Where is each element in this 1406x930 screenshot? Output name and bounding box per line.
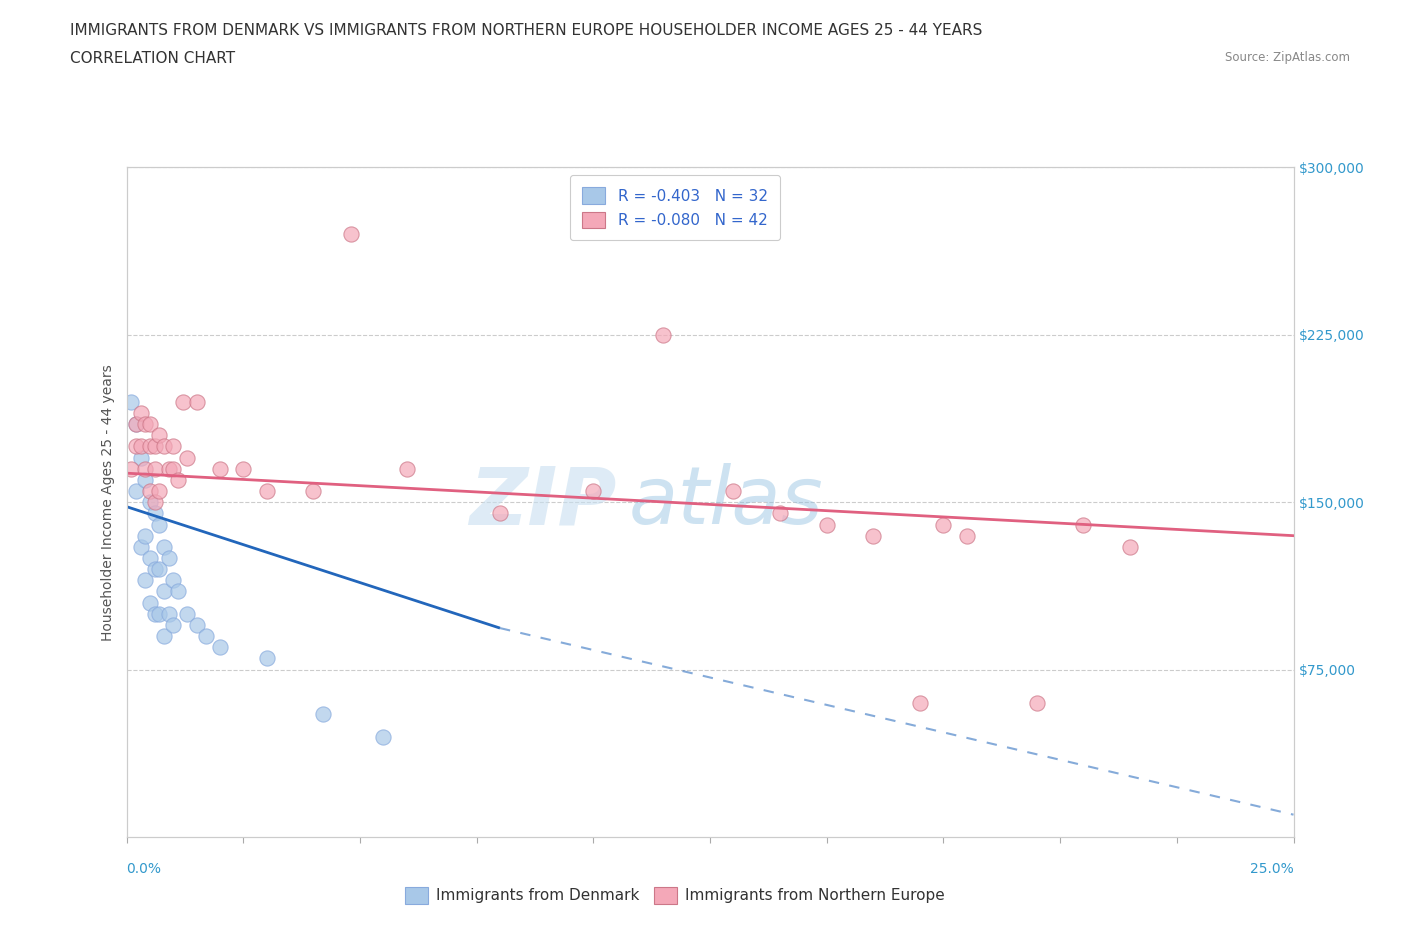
Point (143, 506, 166, 521)
Point (125, 417, 148, 432)
Point (956, 528, 979, 543)
Point (143, 606, 166, 621)
Point (1025, 696, 1047, 711)
Point (815, 517, 838, 532)
Point (256, 484, 278, 498)
Point (908, 696, 931, 711)
Point (932, 517, 955, 532)
Point (120, 461, 142, 476)
Point (723, 484, 745, 498)
Point (125, 417, 148, 432)
Point (176, 606, 198, 621)
Point (582, 484, 605, 498)
Point (167, 472, 190, 487)
Point (167, 584, 190, 599)
Point (395, 461, 418, 476)
Point (162, 618, 184, 632)
Point (157, 551, 180, 565)
Point (186, 394, 208, 409)
Legend: Immigrants from Denmark, Immigrants from Northern Europe: Immigrants from Denmark, Immigrants from… (399, 881, 950, 910)
Point (256, 651, 278, 666)
Point (129, 439, 152, 454)
Point (208, 640, 231, 655)
Point (1073, 517, 1095, 532)
Point (143, 562, 166, 577)
Point (153, 439, 176, 454)
Point (129, 405, 152, 420)
Point (373, 729, 395, 744)
Point (153, 539, 176, 554)
Point (143, 439, 166, 454)
Point (162, 573, 184, 588)
Point (652, 327, 675, 342)
Point (125, 439, 148, 454)
Point (120, 394, 142, 409)
Point (148, 484, 170, 498)
Point (134, 573, 156, 588)
Text: ZIP: ZIP (470, 463, 617, 541)
Point (134, 417, 156, 432)
Point (232, 461, 254, 476)
Point (148, 606, 170, 621)
Point (208, 461, 231, 476)
Point (148, 562, 170, 577)
Point (139, 484, 162, 498)
Point (157, 606, 180, 621)
Text: CORRELATION CHART: CORRELATION CHART (70, 51, 235, 66)
Point (134, 461, 156, 476)
Point (139, 417, 162, 432)
Point (139, 495, 162, 510)
Text: 0.0%: 0.0% (127, 862, 162, 876)
Text: IMMIGRANTS FROM DENMARK VS IMMIGRANTS FROM NORTHERN EUROPE HOUSEHOLDER INCOME AG: IMMIGRANTS FROM DENMARK VS IMMIGRANTS FR… (70, 23, 983, 38)
Point (143, 461, 166, 476)
Point (134, 472, 156, 487)
Point (129, 539, 152, 554)
Point (311, 707, 333, 722)
Point (172, 394, 194, 409)
Point (1119, 539, 1142, 554)
Text: 25.0%: 25.0% (1250, 862, 1294, 876)
Point (162, 461, 184, 476)
Point (194, 629, 217, 644)
Point (125, 484, 148, 498)
Point (489, 506, 512, 521)
Text: Source: ZipAtlas.com: Source: ZipAtlas.com (1225, 51, 1350, 64)
Point (148, 517, 170, 532)
Point (157, 461, 180, 476)
Point (148, 428, 170, 443)
Point (862, 528, 884, 543)
Point (139, 551, 162, 565)
Point (129, 450, 152, 465)
Point (339, 227, 361, 242)
Point (139, 595, 162, 610)
Point (176, 450, 198, 465)
Text: atlas: atlas (628, 463, 823, 541)
Point (139, 439, 162, 454)
Point (186, 618, 208, 632)
Point (153, 584, 176, 599)
Point (162, 439, 184, 454)
Point (153, 629, 176, 644)
Point (143, 495, 166, 510)
Point (134, 528, 156, 543)
Point (302, 484, 325, 498)
Point (769, 506, 792, 521)
Y-axis label: Householder Income Ages 25 - 44 years: Householder Income Ages 25 - 44 years (101, 364, 115, 641)
